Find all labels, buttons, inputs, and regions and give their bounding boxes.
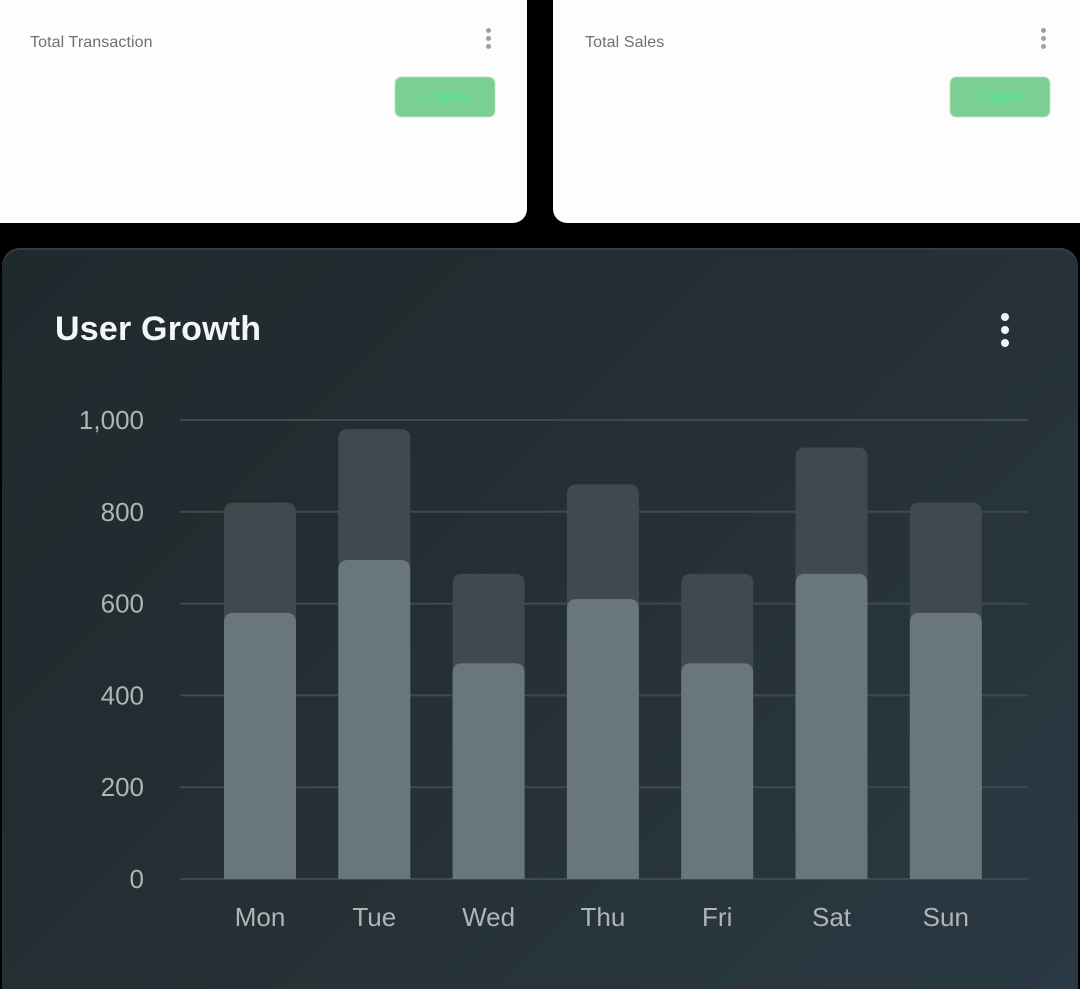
x-tick-label: Fri <box>702 902 732 932</box>
bar-current-sun[interactable] <box>909 612 982 879</box>
user-growth-card: User Growth 0 200 400 600 800 1,000 Mon Tue Wed T… <box>2 248 1078 989</box>
y-tick-label: 200 <box>101 772 144 802</box>
y-tick-label: 0 <box>130 864 144 894</box>
bar-current-tue[interactable] <box>338 559 411 879</box>
total-sales-card: Total Sales ↗ 100% <box>553 0 1080 223</box>
card-title: Total Transaction <box>30 34 153 51</box>
y-tick-label: 600 <box>101 589 144 619</box>
trend-up-icon: ↗ <box>975 90 986 104</box>
y-tick-label: 400 <box>101 680 144 710</box>
bar-current-mon[interactable] <box>224 612 296 879</box>
x-tick-label: Wed <box>462 902 515 932</box>
more-options-icon[interactable] <box>1000 313 1010 349</box>
trend-up-icon: ↗ <box>420 90 431 104</box>
badge-value: 100% <box>989 89 1025 105</box>
chart-title: User Growth <box>55 310 262 348</box>
x-tick-label: Thu <box>580 902 625 932</box>
user-growth-chart: 0 200 400 600 800 1,000 Mon Tue Wed Thu Fri Sat Sun <box>79 405 1028 932</box>
bar-current-thu[interactable] <box>566 599 639 879</box>
badge-value: 100% <box>434 89 470 105</box>
total-transaction-card: Total Transaction ↗ 100% <box>0 0 527 223</box>
card-title: Total Sales <box>585 34 665 51</box>
y-tick-label: 1,000 <box>79 405 144 435</box>
y-tick-label: 800 <box>101 497 144 527</box>
more-options-icon[interactable] <box>1039 28 1047 50</box>
more-options-icon[interactable] <box>484 28 492 50</box>
x-tick-label: Sat <box>812 902 852 932</box>
bar-current-sat[interactable] <box>795 573 868 879</box>
bar-current-fri[interactable] <box>681 663 754 879</box>
x-tick-label: Sun <box>923 902 969 932</box>
growth-badge: ↗ 100% <box>395 77 495 117</box>
x-tick-label: Mon <box>235 902 286 932</box>
growth-badge: ↗ 100% <box>950 77 1050 117</box>
x-tick-label: Tue <box>352 902 396 932</box>
bar-current-wed[interactable] <box>452 663 525 879</box>
